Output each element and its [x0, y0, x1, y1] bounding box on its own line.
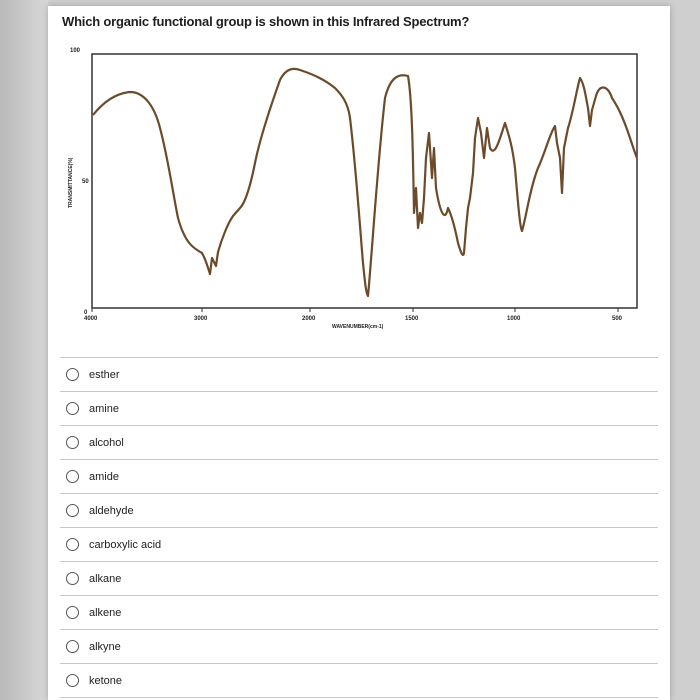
radio-button[interactable]	[66, 674, 79, 687]
option-label: amine	[89, 402, 119, 415]
option-alcohol[interactable]: alcohol	[60, 425, 658, 459]
option-alkane[interactable]: alkane	[60, 561, 658, 595]
y-axis-title: TRANSMITTANCE(%)	[68, 157, 74, 208]
radio-button[interactable]	[66, 436, 79, 449]
x-tick-label: 1000	[507, 316, 521, 322]
radio-button[interactable]	[66, 368, 79, 381]
y-mid-label: 50	[82, 179, 89, 185]
option-alkene[interactable]: alkene	[60, 595, 658, 629]
x-tick-label: 500	[612, 316, 623, 322]
x-ticks	[91, 308, 619, 312]
radio-button[interactable]	[66, 504, 79, 517]
option-alkyne[interactable]: alkyne	[60, 629, 658, 663]
option-esther[interactable]: esther	[60, 357, 658, 391]
background-shade	[0, 0, 48, 700]
option-carboxylic-acid[interactable]: carboxylic acid	[60, 527, 658, 561]
option-label: esther	[89, 368, 120, 381]
radio-button[interactable]	[66, 538, 79, 551]
option-label: amide	[89, 470, 119, 483]
plot-frame	[91, 53, 638, 309]
option-label: aldehyde	[89, 504, 134, 517]
x-tick-label: 2000	[302, 316, 316, 322]
radio-button[interactable]	[66, 470, 79, 483]
option-ketone[interactable]: ketone	[60, 663, 658, 698]
option-label: carboxylic acid	[89, 538, 162, 551]
option-label: alkyne	[89, 640, 121, 653]
radio-button[interactable]	[66, 606, 79, 619]
x-tick-label: 4000	[84, 316, 98, 322]
option-label: ketone	[89, 674, 123, 687]
ir-spectrum-chart: 100 50 0 TRANSMITTANCE(%) 4000 3000 2000…	[68, 48, 639, 330]
option-label: alkene	[89, 606, 122, 619]
question-card	[48, 6, 670, 700]
option-aldehyde[interactable]: aldehyde	[60, 493, 658, 527]
radio-button[interactable]	[66, 572, 79, 585]
x-tick-label: 3000	[194, 316, 208, 322]
option-amide[interactable]: amide	[60, 459, 658, 493]
option-label: alcohol	[89, 436, 124, 449]
x-tick-label: 1500	[405, 316, 419, 322]
option-amine[interactable]: amine	[60, 391, 658, 425]
y-bottom-label: 0	[84, 310, 88, 316]
spectrum-line	[92, 67, 639, 298]
y-top-label: 100	[70, 48, 81, 54]
radio-button[interactable]	[66, 402, 79, 415]
answer-options: esther amine alcohol amide aldehyde carb…	[60, 357, 658, 698]
radio-button[interactable]	[66, 640, 79, 653]
x-axis-title: WAVENUMBER(cm-1)	[332, 324, 384, 330]
option-label: alkane	[89, 572, 122, 585]
question-text: Which organic functional group is shown …	[62, 14, 470, 29]
